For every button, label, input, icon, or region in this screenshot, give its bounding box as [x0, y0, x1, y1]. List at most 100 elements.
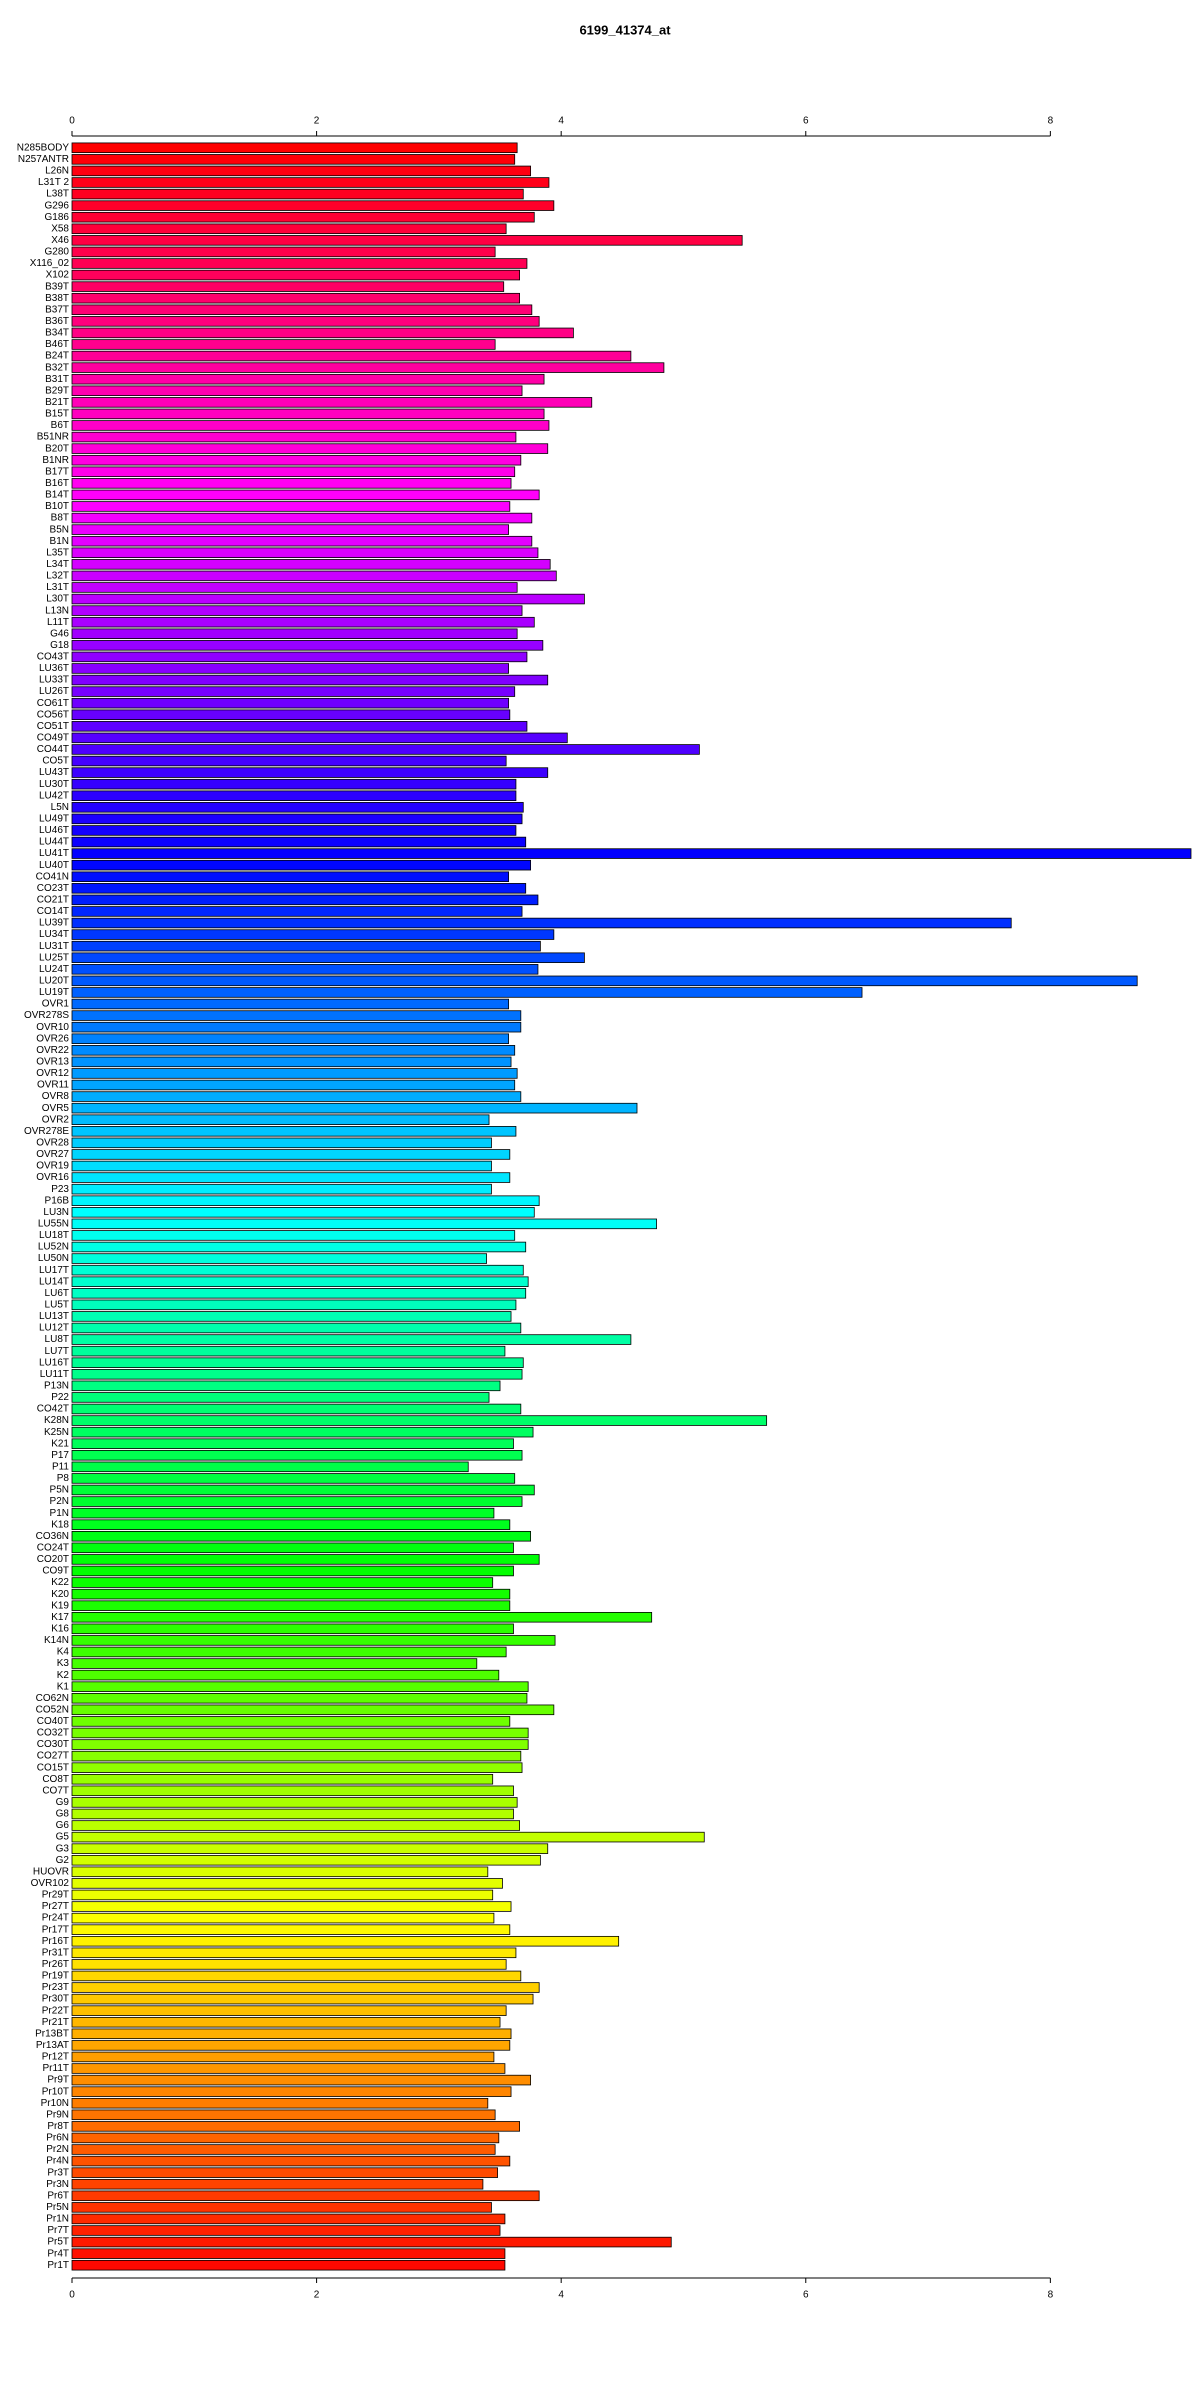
y-tick-label: CO32T	[37, 1728, 69, 1739]
bar	[71, 1126, 517, 1137]
bar	[71, 1253, 487, 1264]
bar	[71, 1207, 535, 1218]
y-tick-label: K16	[51, 1623, 69, 1634]
bar	[71, 443, 549, 454]
bar	[71, 211, 535, 223]
bar	[71, 1727, 529, 1739]
bar	[71, 2121, 521, 2132]
y-tick-label: OVR28	[36, 1138, 69, 1149]
bar	[71, 362, 665, 373]
bar	[71, 1982, 540, 1993]
y-tick-label: B6T	[51, 420, 69, 431]
bar	[71, 1889, 494, 1901]
y-tick-label: LU40T	[39, 860, 69, 871]
y-tick-label: OVR278S	[24, 1010, 69, 1021]
bar	[71, 2236, 672, 2248]
y-tick-label: X58	[51, 223, 69, 234]
y-tick-label: B16T	[45, 478, 69, 489]
bar	[71, 154, 516, 165]
y-tick-label: LU20T	[39, 976, 69, 987]
y-tick-label: B15T	[45, 409, 69, 420]
y-tick-label: LU7T	[45, 1346, 69, 1357]
y-tick-label: L38T	[46, 189, 69, 200]
bar	[71, 2097, 489, 2109]
y-tick-label: OVR11	[37, 1080, 69, 1091]
bar	[71, 940, 541, 952]
bar	[71, 2051, 495, 2063]
y-tick-label: LU33T	[39, 675, 69, 686]
y-tick-label: G296	[45, 200, 70, 211]
x-tick-label: 4	[558, 116, 564, 127]
y-tick-label: B38T	[45, 293, 69, 304]
y-tick-label: LU3N	[43, 1207, 69, 1218]
bar	[71, 2178, 484, 2190]
y-tick-label: G2	[56, 1855, 70, 1866]
y-tick-label: CO5T	[42, 756, 69, 767]
y-tick-label: B10T	[45, 501, 69, 512]
bar	[71, 535, 533, 547]
y-tick-label: CO24T	[37, 1542, 69, 1553]
bar	[71, 1473, 516, 1484]
y-tick-label: K2	[57, 1670, 70, 1681]
bar	[71, 732, 568, 744]
y-tick-label: OVR22	[36, 1045, 69, 1056]
y-tick-label: P22	[51, 1392, 69, 1403]
bar	[71, 998, 509, 1010]
bar	[71, 466, 516, 478]
y-tick-label: B24T	[45, 351, 69, 362]
y-tick-label: Pr7T	[47, 2225, 69, 2236]
y-tick-label: LU11T	[40, 1369, 69, 1380]
y-tick-label: B29T	[45, 385, 69, 396]
bar	[71, 1565, 514, 1577]
bar	[71, 663, 509, 674]
bar	[71, 2005, 507, 2016]
y-tick-label: LU52N	[38, 1242, 69, 1253]
y-tick-label: LU55N	[38, 1218, 69, 1229]
y-tick-label: CO15T	[37, 1762, 69, 1773]
y-tick-label: B21T	[45, 397, 69, 408]
y-tick-label: CO23T	[37, 883, 69, 894]
y-tick-label: L11T	[47, 617, 69, 628]
y-tick-label: P16B	[45, 1195, 70, 1206]
bar	[71, 1021, 522, 1033]
y-tick-label: P23	[51, 1184, 69, 1195]
y-tick-label: Pr3N	[46, 2179, 69, 2190]
bar	[71, 674, 549, 686]
y-tick-label: G5	[56, 1832, 70, 1843]
bar	[71, 859, 532, 871]
y-tick-label: P1N	[50, 1508, 69, 1519]
y-tick-label: Pr29T	[42, 1890, 69, 1901]
bar	[71, 1611, 653, 1623]
bar	[71, 1276, 529, 1287]
bar	[71, 408, 545, 420]
y-tick-label: LU41T	[39, 848, 69, 859]
bar	[71, 721, 528, 732]
bar	[71, 709, 511, 721]
y-tick-label: P2N	[50, 1496, 69, 1507]
bar	[71, 813, 523, 825]
bar	[71, 2167, 498, 2178]
y-tick-label: B32T	[45, 362, 69, 373]
y-tick-label: Pr19T	[42, 1971, 69, 1982]
y-tick-label: Pr26T	[42, 1959, 69, 1970]
bar	[71, 1785, 514, 1797]
bar	[71, 1912, 495, 1924]
y-tick-label: L34T	[46, 559, 69, 570]
bar	[71, 1010, 522, 1021]
bar	[71, 1658, 478, 1669]
y-tick-label: LU5T	[45, 1299, 69, 1310]
bar	[71, 975, 1138, 987]
bar	[71, 987, 863, 998]
y-tick-label: K4	[57, 1647, 70, 1658]
y-tick-label: LU46T	[39, 825, 69, 836]
y-tick-label: LU26T	[39, 686, 69, 697]
bar	[71, 1878, 503, 1889]
x-tick-label: 4	[558, 2290, 564, 2301]
y-tick-label: Pr11T	[43, 2063, 70, 2074]
bar	[71, 1218, 657, 1230]
y-tick-label: L32T	[46, 571, 69, 582]
y-tick-label: LU34T	[39, 929, 69, 940]
y-tick-label: G46	[50, 628, 69, 639]
bar	[71, 2109, 496, 2121]
y-tick-label: L35T	[46, 547, 69, 558]
